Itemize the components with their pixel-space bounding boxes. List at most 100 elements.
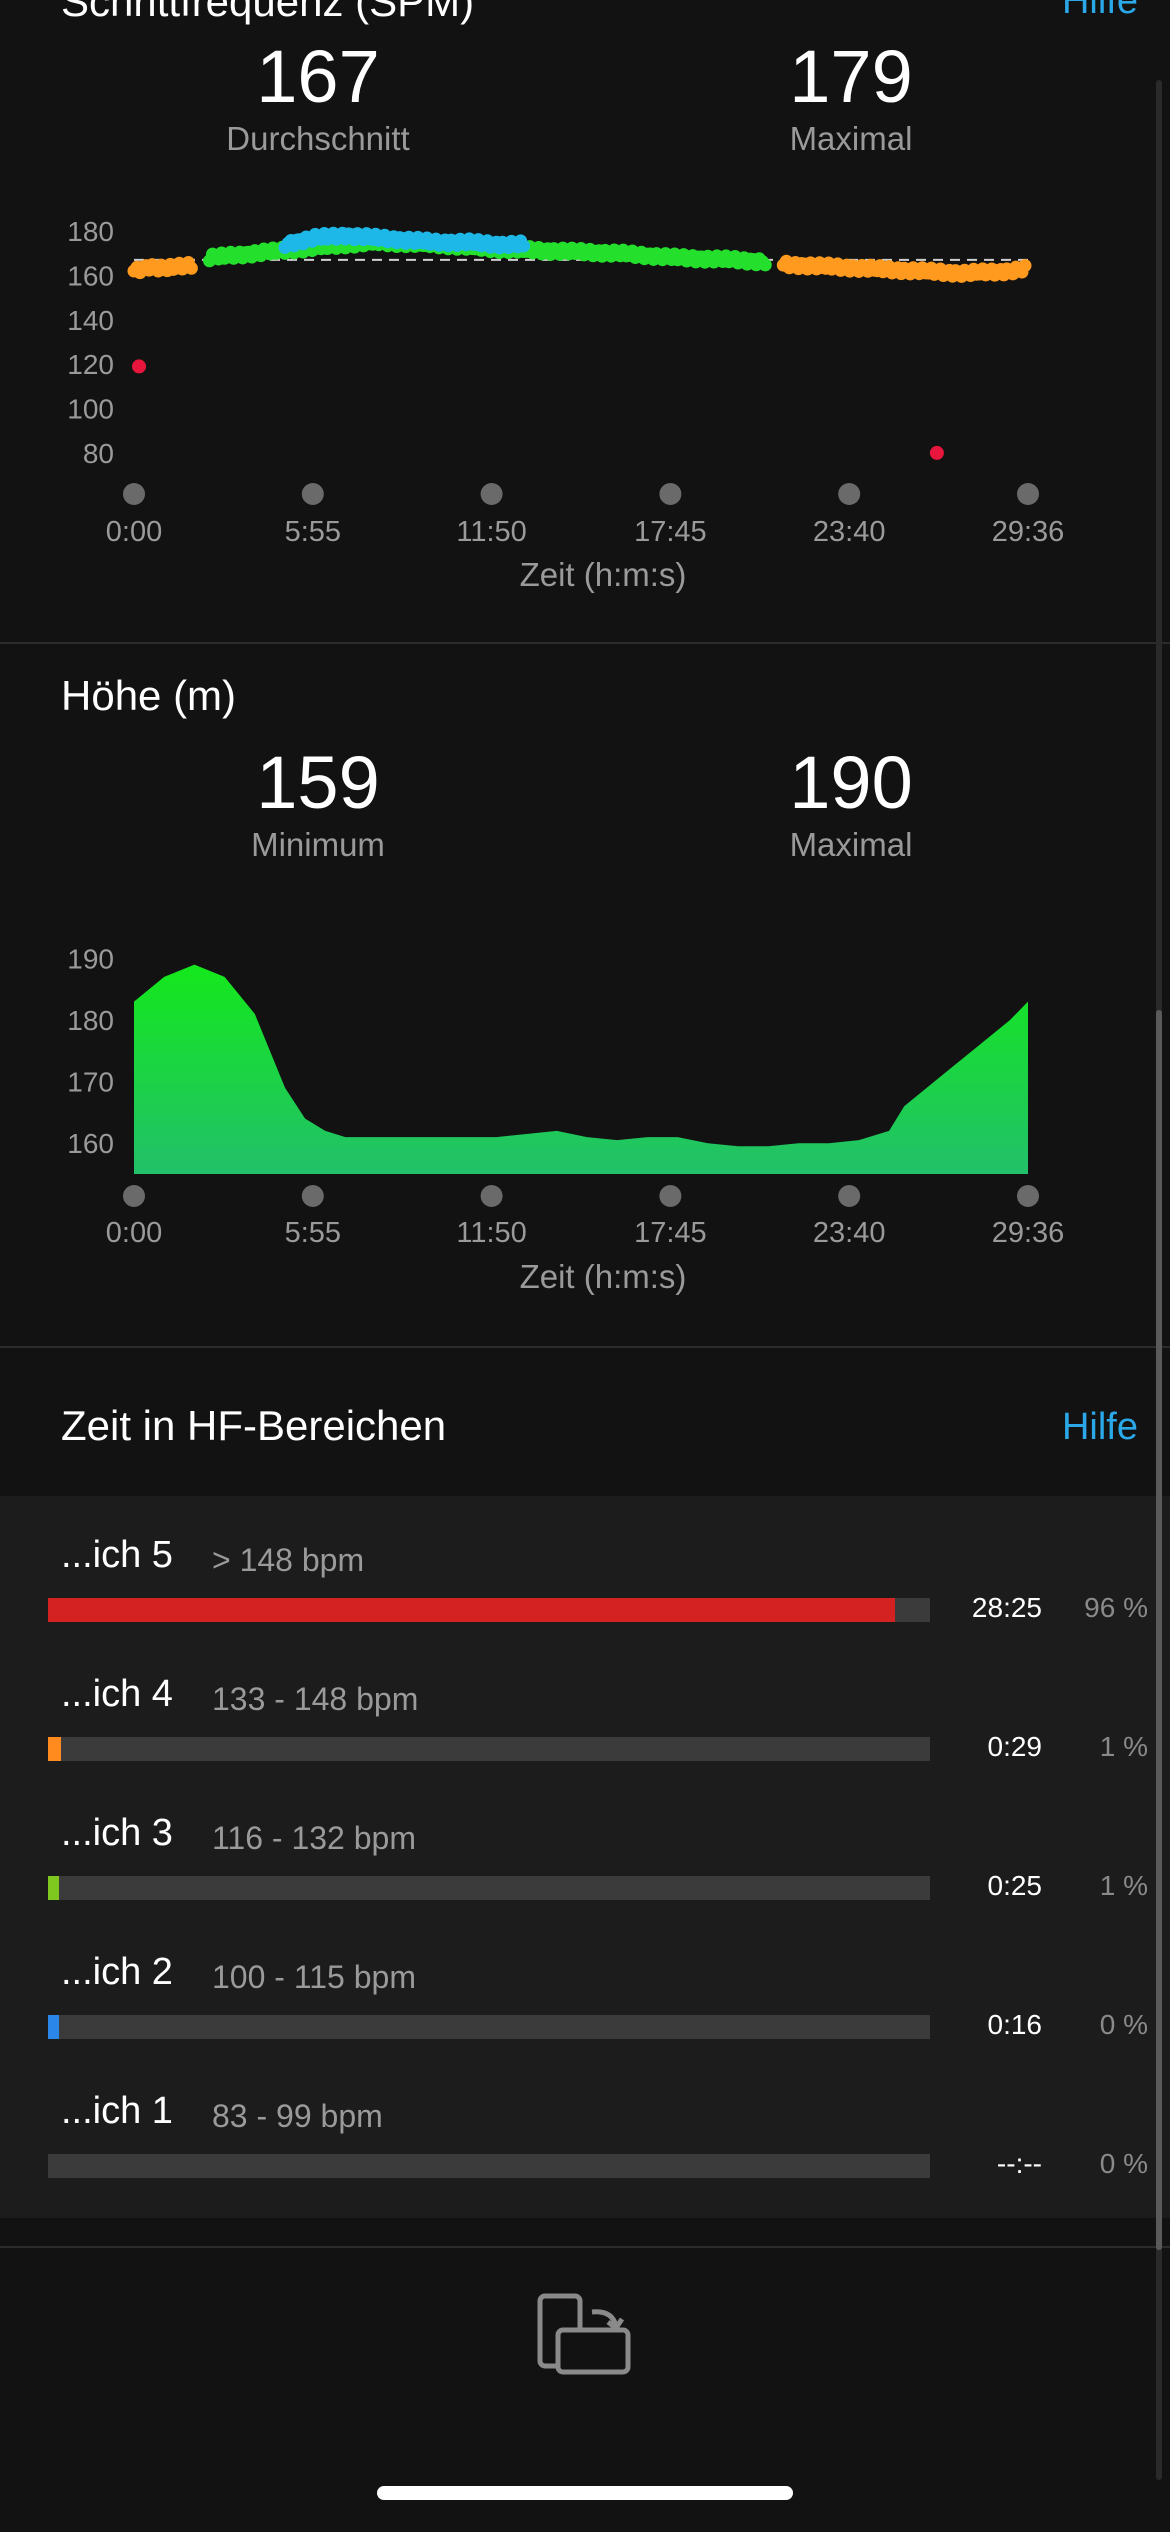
x-tick-label: 0:00: [106, 1217, 162, 1249]
zone-percent: 1 %: [1099, 1731, 1148, 1762]
data-point: [1018, 259, 1032, 273]
hr-zone-row-5[interactable]: ...ich 5 > 148 bpm 28:25 96 %: [0, 1534, 1170, 1674]
cadence-title: Schrittfrequenz (SPM): [61, 0, 475, 25]
x-tick-dot: [123, 483, 145, 505]
data-point: [184, 261, 198, 275]
elevation-max-stat: 190 Maximal: [651, 746, 1051, 864]
hr-zones-header: Zeit in HF-Bereichen Hilfe: [0, 1348, 1170, 1496]
cadence-help-link[interactable]: Hilfe: [1061, 0, 1138, 22]
x-tick-dot: [659, 483, 682, 505]
zone-bar-fill: [48, 1876, 60, 1900]
y-tick-label: 190: [67, 943, 114, 974]
hr-zone-row-1[interactable]: ...ich 1 83 - 99 bpm --:-- 0 %: [0, 2090, 1170, 2230]
x-tick-dot: [123, 1185, 145, 1207]
zone-range: 133 - 148 bpm: [212, 1681, 419, 1717]
elevation-divider: [0, 1346, 1170, 1348]
cadence-average-label: Durchschnitt: [226, 120, 410, 157]
cadence-average-stat: 167 Durchschnitt: [118, 40, 518, 158]
x-tick-label: 11:50: [456, 1217, 526, 1249]
x-tick-dot: [301, 483, 324, 505]
hr-zones-help-link[interactable]: Hilfe: [1061, 1406, 1138, 1448]
zone-bar-fill: [48, 2015, 59, 2039]
x-tick-label: 17:45: [634, 516, 707, 548]
zone-name: ...ich 3: [61, 1812, 173, 1854]
zone-time: 0:25: [987, 1870, 1043, 1901]
zone-range: > 148 bpm: [212, 1542, 365, 1578]
zone-name: ...ich 5: [61, 1534, 173, 1576]
y-tick-label: 120: [67, 349, 114, 380]
zone-range: 116 - 132 bpm: [212, 1820, 416, 1856]
elevation-max-label: Maximal: [789, 826, 913, 863]
zone-time: 0:29: [987, 1731, 1043, 1762]
zone-bar-fill: [48, 1737, 62, 1761]
cadence-chart[interactable]: 180 160 140 120 100 80 0:00 5:55 11:50 17:45 23:40…: [0, 200, 1170, 600]
zone-percent: 96 %: [1084, 1592, 1148, 1623]
x-axis-label: Zeit (h:m:s): [520, 1258, 687, 1295]
elevation-area: [134, 964, 1028, 1174]
zone-bar-track: [48, 1598, 930, 1622]
elevation-min-value: 159: [256, 741, 380, 824]
hr-zone-row-4[interactable]: ...ich 4 133 - 148 bpm 0:29 1 %: [0, 1673, 1170, 1813]
x-tick-label: 29:36: [992, 516, 1065, 548]
y-tick-label: 140: [67, 305, 114, 336]
zone-percent: 1 %: [1099, 1870, 1148, 1901]
cadence-section: Schrittfrequenz (SPM) Hilfe 167 Durchsch…: [0, 0, 1170, 642]
zone-bar-track: [48, 2154, 930, 2178]
x-tick-dot: [1017, 1185, 1039, 1207]
hr-zone-row-3[interactable]: ...ich 3 116 - 132 bpm 0:25 1 %: [0, 1812, 1170, 1952]
zone-bar-track: [48, 1876, 930, 1900]
y-tick-label: 160: [67, 1128, 114, 1159]
x-tick-dot: [480, 483, 503, 505]
elevation-chart[interactable]: 190 180 170 160 0:00 5:55 11:50 17:45 23:40 29:36…: [0, 920, 1170, 1300]
zone-time: 28:25: [971, 1592, 1042, 1623]
home-indicator[interactable]: [377, 2486, 793, 2500]
x-tick-dot: [480, 1185, 503, 1207]
x-tick-dot: [838, 1185, 861, 1207]
y-tick-label: 80: [83, 438, 114, 469]
x-tick-label: 23:40: [813, 516, 886, 548]
cadence-divider: [0, 642, 1170, 644]
elevation-min-label: Minimum: [251, 826, 385, 863]
data-point: [517, 239, 531, 253]
x-tick-label: 23:40: [813, 1217, 886, 1249]
x-tick-label: 5:55: [285, 1217, 341, 1249]
elevation-max-value: 190: [789, 741, 913, 824]
y-tick-label: 160: [67, 260, 114, 291]
zone-name: ...ich 4: [61, 1673, 173, 1715]
x-tick-dot: [838, 483, 861, 505]
zone-time: 0:16: [987, 2009, 1043, 2040]
hr-zones-list: ...ich 5 > 148 bpm 28:25 96 % ...ich 4 1…: [0, 1496, 1170, 2218]
elevation-title: Höhe (m): [61, 672, 237, 719]
x-tick-dot: [301, 1185, 324, 1207]
x-tick-label: 5:55: [285, 516, 341, 548]
data-point: [132, 359, 147, 374]
hr-zone-row-2[interactable]: ...ich 2 100 - 115 bpm 0:16 0 %: [0, 1951, 1170, 2091]
elevation-section: Höhe (m) 159 Minimum 190 Maximal 190 180 1…: [0, 644, 1170, 1346]
x-tick-label: 29:36: [992, 1217, 1065, 1249]
cadence-max-value: 179: [789, 35, 913, 118]
cadence-average-value: 167: [256, 35, 380, 118]
x-tick-label: 11:50: [456, 516, 526, 548]
x-tick-label: 17:45: [634, 1217, 707, 1249]
zone-name: ...ich 1: [61, 2090, 173, 2132]
x-axis-label: Zeit (h:m:s): [520, 556, 687, 593]
zone-percent: 0 %: [1099, 2148, 1148, 2179]
zone-range: 83 - 99 bpm: [212, 2098, 383, 2134]
hr-zones-title: Zeit in HF-Bereichen: [61, 1402, 447, 1449]
scrollbar-thumb[interactable]: [1156, 1010, 1162, 2250]
zone-name: ...ich 2: [61, 1951, 173, 1993]
footer-divider: [0, 2246, 1170, 2248]
y-tick-label: 180: [67, 216, 114, 247]
zone-time: --:--: [996, 2148, 1042, 2179]
cadence-max-label: Maximal: [789, 120, 913, 157]
zone-bar-track: [48, 2015, 930, 2039]
x-tick-label: 0:00: [106, 516, 162, 548]
zone-percent: 0 %: [1099, 2009, 1148, 2040]
elevation-min-stat: 159 Minimum: [118, 746, 518, 864]
y-tick-label: 180: [67, 1005, 114, 1036]
zone-bar-fill: [48, 1598, 895, 1622]
y-tick-label: 170: [67, 1067, 114, 1098]
x-tick-dot: [1017, 483, 1039, 505]
rotate-device-button[interactable]: [536, 2292, 634, 2382]
y-tick-label: 100: [67, 394, 114, 425]
